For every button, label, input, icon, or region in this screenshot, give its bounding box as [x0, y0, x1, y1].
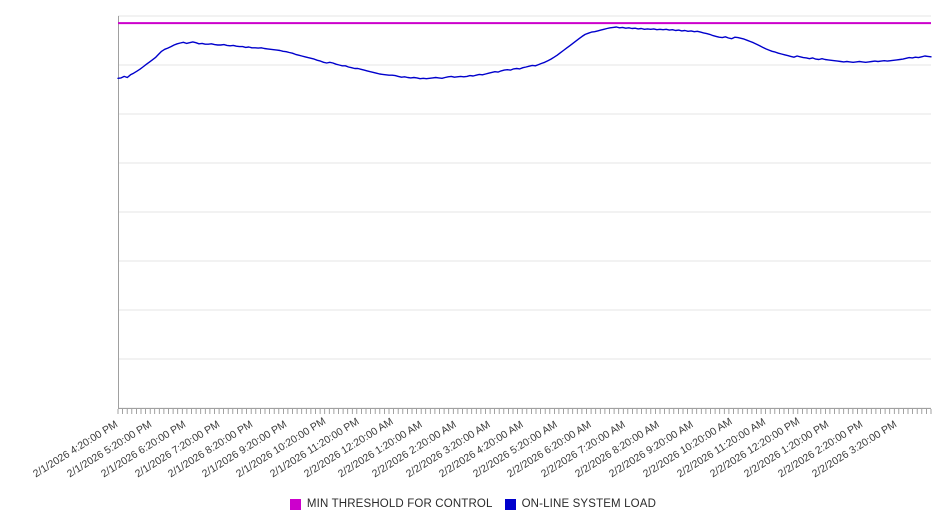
legend-item-min-threshold-for-control[interactable]: MIN THRESHOLD FOR CONTROL [289, 498, 493, 510]
gridlines [118, 15, 931, 409]
legend-label: ON-LINE SYSTEM LOAD [521, 498, 657, 510]
legend-item-on-line-system-load[interactable]: ON-LINE SYSTEM LOAD [504, 498, 657, 510]
legend-swatch-icon [289, 498, 301, 510]
legend-label: MIN THRESHOLD FOR CONTROL [306, 498, 493, 510]
legend-swatch-icon [504, 498, 516, 510]
chart-legend: MIN THRESHOLD FOR CONTROL ON-LINE SYSTEM… [0, 498, 946, 510]
series-line-on-line-system-load [117, 26, 932, 80]
x-axis-ticks [117, 409, 932, 414]
